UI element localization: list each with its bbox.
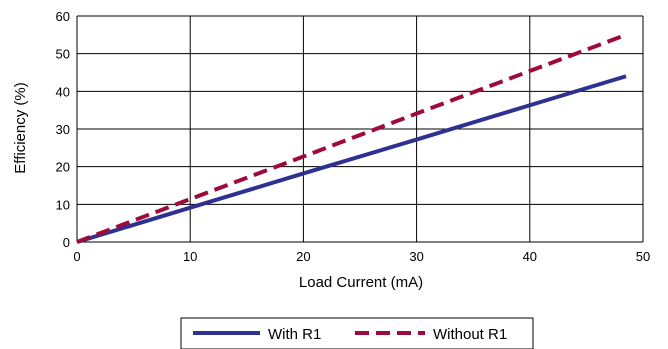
y-tick-label: 50 [56,47,70,62]
legend: With R1 Without R1 [180,317,534,349]
x-axis-label: Load Current (mA) [299,274,423,291]
y-tick-label: 60 [56,9,70,24]
y-tick-label: 30 [56,122,70,137]
series-line-with-r1 [76,74,627,244]
y-tick-label: 10 [56,197,70,212]
y-tick-label: 20 [56,160,70,175]
y-tick-label: 0 [63,235,70,250]
series-line-without-r1 [76,32,627,244]
legend-label-without-r1: Without R1 [433,326,507,343]
x-tick-label: 10 [183,249,197,264]
tick-labels: 0 10 20 30 40 50 0 10 20 30 40 50 60 [56,9,651,264]
y-axis-label: Efficiency (%) [12,82,29,173]
x-tick-label: 40 [523,249,537,264]
x-tick-label: 30 [409,249,423,264]
x-tick-label: 50 [636,249,650,264]
series-lines [76,32,627,244]
x-tick-label: 0 [73,249,80,264]
legend-label-with-r1: With R1 [268,326,321,343]
y-tick-label: 40 [56,84,70,99]
grid [76,15,644,243]
x-tick-label: 20 [296,249,310,264]
